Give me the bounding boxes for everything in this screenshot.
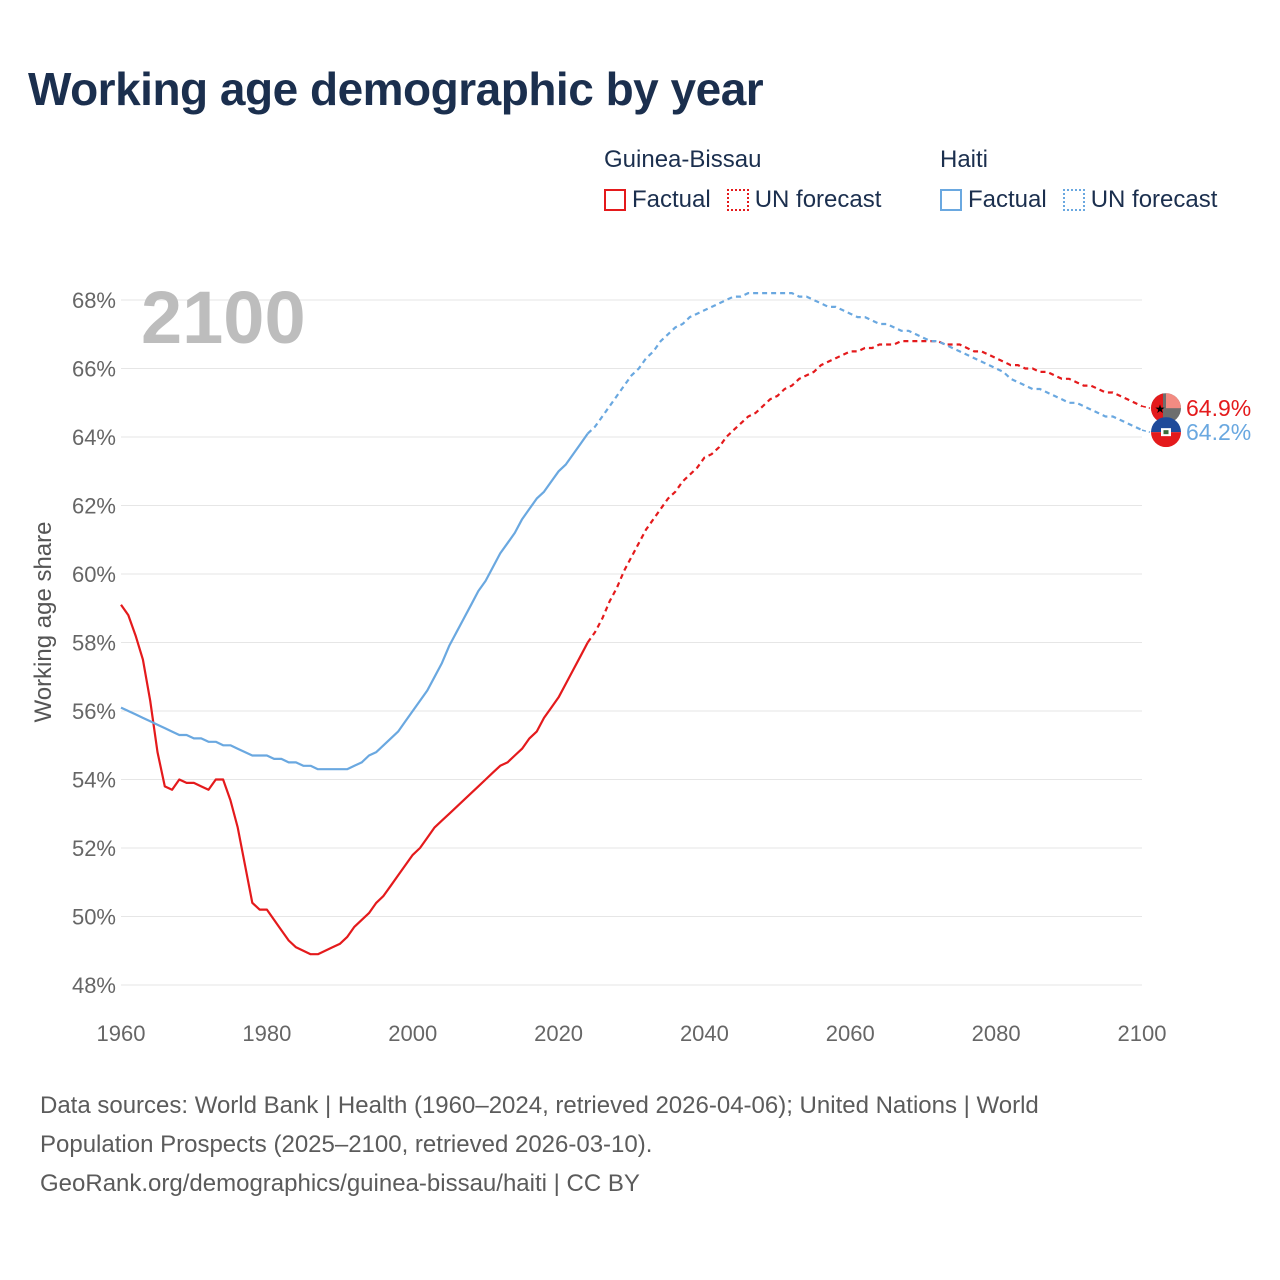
x-tick-label: 2020	[534, 1021, 583, 1046]
y-tick-label: 54%	[72, 768, 116, 793]
legend-label: UN forecast	[754, 186, 882, 213]
legend-swatch-dotted-blue	[1062, 189, 1085, 211]
series-line-guinea-bissau-forecast	[586, 340, 1143, 644]
legend-item-guinea-bissau-factual[interactable]: Factual	[604, 186, 711, 214]
legend-swatch-dotted-red	[726, 189, 749, 211]
x-tick-label: 2000	[388, 1021, 437, 1046]
end-value-label-haiti: 64.2%	[1186, 419, 1251, 445]
y-tick-label: 62%	[72, 494, 116, 519]
series-connector	[1141, 429, 1151, 433]
legend-label: UN forecast	[1090, 186, 1218, 213]
footer-credit-link[interactable]: GeoRank.org/demographics/guinea-bissau/h…	[40, 1170, 640, 1197]
x-tick-label: 2100	[1118, 1021, 1167, 1046]
footer-sources-line-2: Population Prospects (2025–2100, retriev…	[40, 1131, 653, 1158]
y-tick-label: 68%	[72, 288, 116, 313]
series-line-haiti-factual	[120, 432, 589, 771]
legend-group-name: Haiti	[940, 146, 989, 173]
x-tick-label: 1960	[97, 1021, 146, 1046]
series-connector	[1141, 405, 1151, 409]
legend-label: Factual	[968, 186, 1047, 213]
line-chart: 48% 50% 52% 54% 56% 58% 60% 62% 64% 66% 68% 1960 19…	[30, 276, 1251, 1046]
legend-group-name: Guinea-Bissau	[604, 146, 762, 173]
svg-text:★: ★	[1155, 402, 1166, 416]
y-tick-label: 60%	[72, 562, 116, 587]
footer: Data sources: World Bank | Health (1960–…	[40, 1086, 1240, 1203]
end-value-label-guinea-bissau: 64.9%	[1186, 395, 1251, 421]
footer-sources-line-1: Data sources: World Bank | Health (1960–…	[40, 1092, 1039, 1119]
x-tick-label: 2040	[680, 1021, 729, 1046]
y-tick-label: 58%	[72, 631, 116, 656]
y-tick-label: 52%	[72, 836, 116, 861]
series-line-guinea-bissau-factual	[120, 604, 589, 956]
haiti-flag-icon	[1151, 417, 1181, 448]
y-tick-label: 64%	[72, 425, 116, 450]
x-tick-label: 1980	[242, 1021, 291, 1046]
legend-group-guinea-bissau: Guinea-Bissau Factual UN forecast	[604, 146, 897, 214]
legend-label: Factual	[632, 186, 711, 213]
year-watermark: 2100	[141, 276, 306, 359]
x-tick-label: 2080	[972, 1021, 1021, 1046]
y-tick-label: 50%	[72, 905, 116, 930]
y-tick-label: 48%	[72, 973, 116, 998]
legend-item-haiti-factual[interactable]: Factual	[940, 186, 1047, 214]
chart-title: Working age demographic by year	[28, 63, 764, 115]
legend-swatch-solid-blue	[940, 189, 962, 211]
legend-swatch-solid-red	[604, 189, 626, 211]
series-line-haiti-forecast	[586, 292, 1143, 435]
y-axis-label: Working age share	[30, 522, 57, 723]
legend-item-haiti-forecast[interactable]: UN forecast	[1062, 186, 1218, 214]
y-tick-label: 66%	[72, 357, 116, 382]
y-tick-label: 56%	[72, 699, 116, 724]
x-tick-label: 2060	[826, 1021, 875, 1046]
legend-group-haiti: Haiti Factual UN forecast	[940, 146, 1233, 214]
legend-item-guinea-bissau-forecast[interactable]: UN forecast	[726, 186, 882, 214]
